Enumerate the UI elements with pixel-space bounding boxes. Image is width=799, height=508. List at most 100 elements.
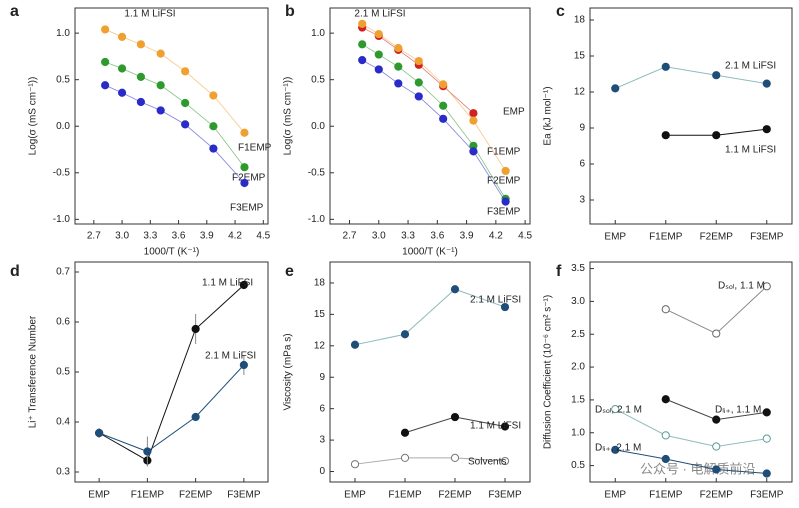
series-line [615, 66, 767, 89]
data-point [181, 120, 190, 129]
y-tick-label: 0.3 [56, 467, 70, 478]
series-line [104, 61, 245, 168]
x-tick-label: F3EMP [488, 490, 522, 501]
x-tick-label: EMP [344, 490, 366, 501]
data-point [181, 98, 190, 108]
data-point [611, 405, 620, 414]
y-axis-label: Log(σ (mS cm⁻¹)) [28, 77, 39, 156]
series-label: F2EMP [232, 173, 266, 184]
data-point [661, 131, 670, 140]
plot-frame [589, 7, 793, 225]
y-tick-label: 15 [314, 309, 326, 320]
data-point [209, 122, 218, 131]
data-point [762, 408, 771, 417]
x-tick-label: F2EMP [438, 490, 472, 501]
series-label: 1.1 M LiFSI [202, 278, 253, 289]
y-tick-label: 0.5 [571, 460, 585, 471]
y-tick-label: 0.6 [56, 317, 70, 328]
data-point [712, 329, 721, 338]
series-label: Dₛₒₗ, 2.1 M [595, 405, 642, 416]
data-point [117, 88, 127, 97]
data-point [450, 285, 460, 294]
data-point [661, 62, 670, 71]
y-tick-label: 0.5 [311, 74, 325, 85]
series-line [104, 84, 245, 184]
y-tick-label: 6 [579, 159, 585, 170]
y-tick-label: 18 [574, 15, 586, 26]
y-axis-label: Viscosity (mPa s) [283, 333, 294, 410]
series-label: EMP [503, 107, 525, 118]
plot-frame [589, 261, 793, 483]
data-point [762, 282, 771, 291]
data-point [500, 456, 510, 466]
y-axis-label: Diffusion Coefficient (10⁻⁶ cm² s⁻¹) [543, 295, 554, 449]
y-tick-label: 12 [314, 340, 326, 351]
y-tick-label: 9 [319, 372, 325, 383]
data-point [156, 49, 165, 58]
series-label: F3EMP [230, 203, 264, 214]
y-tick-label: 0.0 [56, 121, 70, 132]
data-point [500, 302, 510, 312]
y-tick-label: -0.5 [53, 167, 71, 178]
data-point [400, 453, 410, 463]
panel-letter: f [556, 263, 562, 280]
data-point [500, 422, 510, 431]
series-label: F3EMP [487, 207, 521, 218]
x-tick-label: F1EMP [131, 490, 165, 501]
series-line [98, 284, 245, 462]
data-point [414, 56, 423, 66]
x-tick-label: 3.9 [460, 231, 474, 242]
data-point [450, 453, 460, 463]
y-tick-label: 0.4 [56, 417, 70, 428]
data-point [394, 43, 403, 53]
series-line [361, 59, 506, 202]
series-label: 2.1 M LiFSI [725, 61, 776, 72]
data-point [501, 166, 510, 176]
x-tick-label: F1EMP [649, 232, 683, 243]
x-tick-label: F1EMP [388, 490, 422, 501]
y-tick-label: -0.5 [308, 167, 326, 178]
x-tick-label: 4.5 [518, 231, 532, 242]
series-line [354, 288, 506, 346]
data-point [117, 32, 127, 41]
series-line [354, 457, 506, 465]
data-point [661, 431, 670, 440]
data-point [611, 445, 620, 454]
data-point [156, 106, 165, 115]
y-tick-label: 3 [319, 435, 325, 446]
y-tick-label: 1.5 [571, 395, 585, 406]
series-label: F1EMP [238, 143, 272, 154]
data-point [394, 62, 403, 71]
y-tick-label: 15 [574, 51, 586, 62]
series-label: Dₗᵢ₊, 1.1 M [715, 405, 761, 416]
x-tick-label: 4.5 [256, 231, 270, 242]
series-line [98, 364, 245, 453]
data-point [469, 109, 478, 118]
data-point [414, 92, 423, 101]
y-axis-label: Log(σ (mS cm⁻¹)) [283, 77, 294, 156]
data-point [450, 412, 460, 422]
annotation: 1.1 M LiFSI [124, 9, 175, 20]
data-point [712, 71, 721, 80]
series-label: F2EMP [487, 176, 521, 187]
x-tick-label: EMP [604, 232, 626, 243]
x-tick-label: 3.6 [430, 231, 444, 242]
x-tick-label: 2.7 [343, 231, 357, 242]
data-point [661, 395, 670, 404]
data-point [374, 65, 383, 74]
data-point [762, 434, 771, 443]
data-point [400, 330, 410, 339]
series-line [361, 43, 506, 200]
data-point [101, 81, 110, 90]
y-tick-label: 18 [314, 278, 326, 289]
data-point [209, 91, 218, 100]
data-point [136, 72, 146, 81]
x-tick-label: 3.6 [172, 231, 186, 242]
x-tick-label: F3EMP [750, 232, 784, 243]
data-point [374, 50, 383, 59]
data-point [439, 114, 448, 123]
data-point [240, 163, 249, 172]
data-point [762, 79, 771, 88]
y-tick-label: 0.5 [56, 74, 70, 85]
data-point [117, 64, 127, 73]
